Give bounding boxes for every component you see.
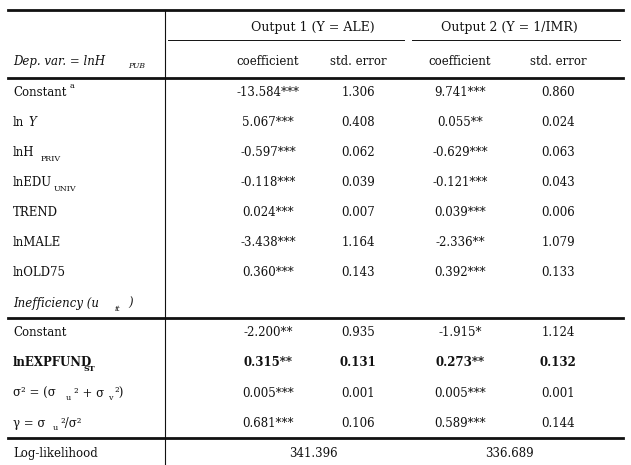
Text: 0.007: 0.007 [341,206,375,219]
Text: 0.024: 0.024 [541,117,575,129]
Text: 1.164: 1.164 [341,237,375,250]
Text: 0.055**: 0.055** [437,117,483,129]
Text: 0.062: 0.062 [341,146,375,159]
Text: Constant: Constant [13,326,66,339]
Text: -13.584***: -13.584*** [237,86,300,100]
Text: Dep. var. = lnH: Dep. var. = lnH [13,55,105,68]
Text: ln: ln [13,117,24,129]
Text: -2.200**: -2.200** [243,326,293,339]
Text: 0.043: 0.043 [541,177,575,190]
Text: it: it [115,305,121,313]
Text: v: v [108,394,112,402]
Text: -0.121***: -0.121*** [432,177,488,190]
Text: coefficient: coefficient [428,55,492,68]
Text: std. error: std. error [329,55,386,68]
Text: 0.006: 0.006 [541,206,575,219]
Text: lnMALE: lnMALE [13,237,61,250]
Text: TREND: TREND [13,206,58,219]
Text: 0.860: 0.860 [541,86,575,100]
Text: 0.315**: 0.315** [244,357,293,370]
Text: Output 2 (Y = 1/IMR): Output 2 (Y = 1/IMR) [440,21,577,34]
Text: u: u [53,424,58,432]
Text: lnEDU: lnEDU [13,177,52,190]
Text: 0.039***: 0.039*** [434,206,486,219]
Text: 5.067***: 5.067*** [242,117,294,129]
Text: Y: Y [28,117,36,129]
Text: ² + σ: ² + σ [74,386,104,399]
Text: Output 1 (Y = ALE): Output 1 (Y = ALE) [251,21,375,34]
Text: 0.039: 0.039 [341,177,375,190]
Text: 1.306: 1.306 [341,86,375,100]
Text: Log-likelihood: Log-likelihood [13,446,98,459]
Text: ²/σ²: ²/σ² [60,417,81,430]
Text: u: u [66,394,71,402]
Text: 0.001: 0.001 [541,386,575,399]
Text: lnH: lnH [13,146,35,159]
Text: 0.273**: 0.273** [435,357,485,370]
Text: σ² = (σ: σ² = (σ [13,386,56,399]
Text: lnEXPFUND: lnEXPFUND [13,357,92,370]
Text: 0.063: 0.063 [541,146,575,159]
Text: std. error: std. error [529,55,586,68]
Text: 0.001: 0.001 [341,386,375,399]
Text: 0.005***: 0.005*** [434,386,486,399]
Text: ): ) [128,297,133,310]
Text: 1.124: 1.124 [541,326,575,339]
Text: UNIV: UNIV [54,185,76,193]
Text: 0.408: 0.408 [341,117,375,129]
Text: 0.589***: 0.589*** [434,417,486,430]
Text: 0.392***: 0.392*** [434,266,486,279]
Text: a: a [70,82,75,90]
Text: 0.106: 0.106 [341,417,375,430]
Text: 341.396: 341.396 [289,446,338,459]
Text: -2.336**: -2.336** [435,237,485,250]
Text: lnOLD75: lnOLD75 [13,266,66,279]
Text: γ = σ: γ = σ [13,417,45,430]
Text: -1.915*: -1.915* [439,326,481,339]
Text: Inefficiency (u: Inefficiency (u [13,297,99,310]
Text: 0.681***: 0.681*** [242,417,294,430]
Text: 1.079: 1.079 [541,237,575,250]
Text: 0.131: 0.131 [339,357,376,370]
Text: ²): ²) [114,386,124,399]
Text: 0.024***: 0.024*** [242,206,294,219]
Text: 9.741***: 9.741*** [434,86,486,100]
Text: PUB: PUB [128,62,145,71]
Text: 0.132: 0.132 [540,357,577,370]
Text: 0.143: 0.143 [341,266,375,279]
Text: -0.597***: -0.597*** [240,146,296,159]
Text: -3.438***: -3.438*** [240,237,296,250]
Text: -0.629***: -0.629*** [432,146,488,159]
Text: Constant: Constant [13,86,66,100]
Text: coefficient: coefficient [237,55,299,68]
Text: -0.118***: -0.118*** [240,177,296,190]
Text: PRIV: PRIV [41,155,61,163]
Text: 336.689: 336.689 [485,446,533,459]
Text: 0.005***: 0.005*** [242,386,294,399]
Text: 0.144: 0.144 [541,417,575,430]
Text: 0.360***: 0.360*** [242,266,294,279]
Text: 0.133: 0.133 [541,266,575,279]
Text: ST: ST [83,365,95,373]
Text: 0.935: 0.935 [341,326,375,339]
